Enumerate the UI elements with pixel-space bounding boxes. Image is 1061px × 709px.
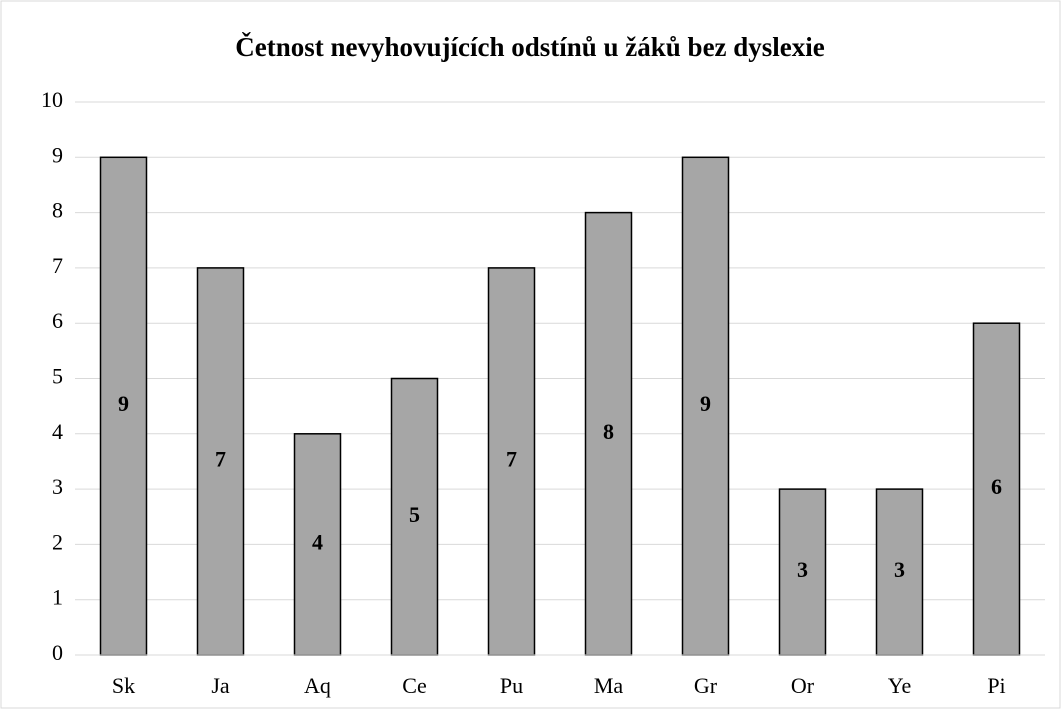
- x-tick-label: Ja: [211, 673, 230, 698]
- y-tick-label: 10: [41, 87, 63, 112]
- x-tick-label: Or: [791, 673, 815, 698]
- bar: [487, 267, 536, 656]
- x-tick-label: Pu: [500, 673, 523, 698]
- data-label: 3: [894, 557, 905, 582]
- x-tick-label: Gr: [694, 673, 718, 698]
- x-tick-label: Ye: [888, 673, 911, 698]
- bar: [584, 211, 633, 656]
- bar: [196, 267, 245, 656]
- data-label: 6: [991, 474, 1002, 499]
- bar: [875, 488, 924, 656]
- y-tick-label: 7: [52, 253, 63, 278]
- data-label: 5: [409, 502, 420, 527]
- data-label: 7: [506, 446, 517, 471]
- data-label: 7: [215, 446, 226, 471]
- chart-title: Četnost nevyhovujících odstínů u žáků be…: [235, 32, 825, 62]
- bar: [972, 322, 1021, 656]
- y-tick-label: 2: [52, 529, 63, 554]
- bar: [390, 377, 439, 656]
- y-tick-label: 1: [52, 585, 63, 610]
- x-tick-label: Ce: [402, 673, 426, 698]
- bar: [778, 488, 827, 656]
- y-tick-label: 6: [52, 308, 63, 333]
- y-tick-label: 4: [52, 419, 63, 444]
- y-tick-label: 3: [52, 474, 63, 499]
- y-tick-label: 9: [52, 142, 63, 167]
- data-label: 4: [312, 529, 323, 554]
- y-tick-label: 8: [52, 198, 63, 223]
- data-label: 8: [603, 419, 614, 444]
- data-label: 3: [797, 557, 808, 582]
- data-label: 9: [700, 391, 711, 416]
- data-label: 9: [118, 391, 129, 416]
- bar: [293, 433, 342, 656]
- x-tick-label: Aq: [304, 673, 331, 698]
- x-tick-label: Pi: [987, 673, 1005, 698]
- y-tick-label: 5: [52, 364, 63, 389]
- y-tick-label: 0: [52, 640, 63, 665]
- x-tick-label: Ma: [594, 673, 624, 698]
- bar: [99, 156, 148, 656]
- x-tick-label: Sk: [112, 673, 135, 698]
- bar: [681, 156, 730, 656]
